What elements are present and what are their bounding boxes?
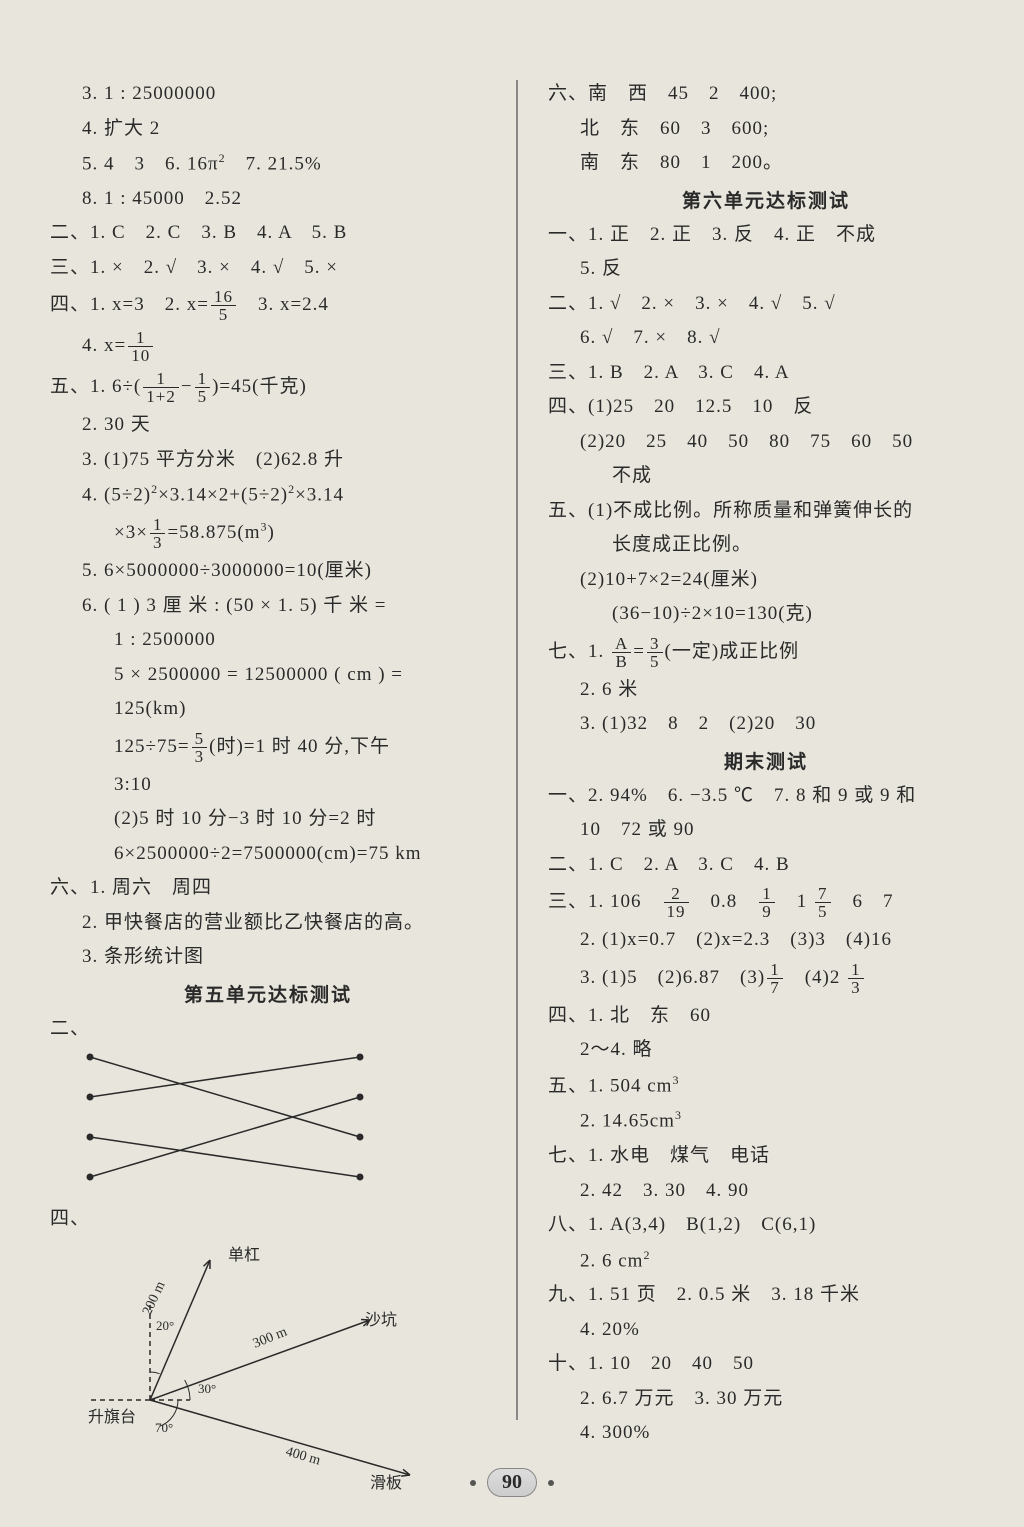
text-line: 四、1. 北 东 60: [548, 1002, 984, 1031]
text-line: 1 : 2500000: [50, 626, 486, 655]
text-line: 2. 6 米: [548, 676, 984, 705]
svg-text:30°: 30°: [198, 1381, 216, 1396]
final-heading: 期末测试: [548, 747, 984, 774]
text-line: 6. √ 7. × 8. √: [548, 324, 984, 353]
text-line: 北 东 60 3 600;: [548, 115, 984, 144]
text-line: 六、1. 周六 周四: [50, 874, 486, 903]
text-line: 五、(1)不成比例。所称质量和弹簧伸长的: [548, 497, 984, 526]
text-line: 三、1. 106 219 0.8 19 1 75 6 7: [548, 885, 984, 920]
text-line: 125(km): [50, 695, 486, 724]
text-line: 3. (1)75 平方分米 (2)62.8 升: [50, 446, 486, 475]
text-line: 2. 14.65cm3: [548, 1106, 984, 1136]
text-line: 六、南 西 45 2 400;: [548, 80, 984, 109]
svg-text:200 m: 200 m: [140, 1279, 169, 1318]
text-line: 5. 4 3 6. 16π2 7. 21.5%: [50, 149, 486, 179]
text-line: 长度成正比例。: [548, 531, 984, 560]
text-line: 七、1. 水电 煤气 电话: [548, 1142, 984, 1171]
footer-dot-icon: [470, 1480, 476, 1486]
left-text-block: 3. 1 : 25000000 4. 扩大 2 5. 4 3 6. 16π2 7. …: [50, 80, 486, 972]
right-top-block: 六、南 西 45 2 400; 北 东 60 3 600; 南 东 80 1 200…: [548, 80, 984, 178]
text-line: 6. ( 1 ) 3 厘 米 : (50 × 1. 5) 千 米 =: [50, 592, 486, 621]
text-line: 二、1. C 2. C 3. B 4. A 5. B: [50, 219, 486, 248]
text-line: 4. 300%: [548, 1419, 984, 1448]
text-line: 4. x=110: [50, 329, 486, 364]
text-line: 2. 30 天: [50, 411, 486, 440]
text-line: 2. 6.7 万元 3. 30 万元: [548, 1385, 984, 1414]
text-line: 2. (1)x=0.7 (2)x=2.3 (3)3 (4)16: [548, 926, 984, 955]
footer-dot-icon: [548, 1480, 554, 1486]
text-line: 5. 反: [548, 255, 984, 284]
text-line: 3. 条形统计图: [50, 943, 486, 972]
text-line: 4. 20%: [548, 1316, 984, 1345]
text-line: 九、1. 51 页 2. 0.5 米 3. 18 千米: [548, 1281, 984, 1310]
matching-diagram: [80, 1049, 486, 1195]
unit5-heading: 第五单元达标测试: [50, 980, 486, 1007]
text-line: 十、1. 10 20 40 50: [548, 1350, 984, 1379]
text-line: 8. 1 : 45000 2.52: [50, 185, 486, 214]
label-four: 四、: [50, 1205, 486, 1234]
page-footer: 90: [0, 1468, 1024, 1497]
text-line: 八、1. A(3,4) B(1,2) C(6,1): [548, 1211, 984, 1240]
svg-text:单杠: 单杠: [228, 1246, 260, 1264]
right-mid-block: 一、1. 正 2. 正 3. 反 4. 正 不成 5. 反二、1. √ 2. × …: [548, 221, 984, 739]
text-line: 不成: [548, 462, 984, 491]
page-number-badge: 90: [487, 1468, 537, 1497]
text-line: 五、1. 504 cm3: [548, 1071, 984, 1101]
text-line: 三、1. B 2. A 3. C 4. A: [548, 359, 984, 388]
text-line: 6×2500000÷2=7500000(cm)=75 km: [50, 840, 486, 869]
text-line: 南 东 80 1 200。: [548, 149, 984, 178]
text-line: ×3×13=58.875(m3): [50, 516, 486, 551]
label-two: 二、: [50, 1015, 486, 1044]
unit6-heading: 第六单元达标测试: [548, 186, 984, 213]
text-line: (36−10)÷2×10=130(克): [548, 600, 984, 629]
text-line: 4. (5÷2)2×3.14×2+(5÷2)2×3.14: [50, 480, 486, 510]
text-line: 10 72 或 90: [548, 816, 984, 845]
text-line: 4. 扩大 2: [50, 115, 486, 144]
text-line: 2. 42 3. 30 4. 90: [548, 1177, 984, 1206]
text-line: 2. 6 cm2: [548, 1246, 984, 1276]
text-line: 四、1. x=3 2. x=165 3. x=2.4: [50, 288, 486, 323]
text-line: 3. 1 : 25000000: [50, 80, 486, 109]
svg-text:升旗台: 升旗台: [88, 1408, 136, 1426]
text-line: 一、2. 94% 6. −3.5 ℃ 7. 8 和 9 或 9 和: [548, 782, 984, 811]
text-line: 二、1. √ 2. × 3. × 4. √ 5. √: [548, 290, 984, 319]
text-line: 七、1. AB=35(一定)成正比例: [548, 635, 984, 670]
left-column: 3. 1 : 25000000 4. 扩大 2 5. 4 3 6. 16π2 7. …: [50, 80, 486, 1420]
text-line: 3:10: [50, 771, 486, 800]
right-bottom-block: 一、2. 94% 6. −3.5 ℃ 7. 8 和 9 或 9 和 10 72 或…: [548, 782, 984, 1448]
text-line: 5 × 2500000 = 12500000 ( cm ) =: [50, 661, 486, 690]
svg-text:70°: 70°: [155, 1420, 173, 1435]
two-column-layout: 3. 1 : 25000000 4. 扩大 2 5. 4 3 6. 16π2 7. …: [50, 80, 984, 1420]
text-line: (2)5 时 10 分−3 时 10 分=2 时: [50, 805, 486, 834]
text-line: 四、(1)25 20 12.5 10 反: [548, 393, 984, 422]
svg-text:沙坑: 沙坑: [365, 1311, 397, 1329]
svg-text:20°: 20°: [156, 1318, 174, 1333]
text-line: 一、1. 正 2. 正 3. 反 4. 正 不成: [548, 221, 984, 250]
text-line: (2)10+7×2=24(厘米): [548, 566, 984, 595]
text-line: 三、1. × 2. √ 3. × 4. √ 5. ×: [50, 254, 486, 283]
text-line: 5. 6×5000000÷3000000=10(厘米): [50, 557, 486, 586]
column-divider: [516, 80, 518, 1420]
text-line: 3. (1)5 (2)6.87 (3)17 (4)2 13: [548, 961, 984, 996]
text-line: 2～4. 略: [548, 1036, 984, 1065]
text-line: 125÷75=53(时)=1 时 40 分,下午: [50, 730, 486, 765]
text-line: 2. 甲快餐店的营业额比乙快餐店的高。: [50, 909, 486, 938]
svg-text:300 m: 300 m: [251, 1324, 290, 1351]
compass-diagram: 单杠沙坑升旗台滑板200 m300 m400 m20°30°70°: [80, 1240, 486, 1506]
text-line: 二、1. C 2. A 3. C 4. B: [548, 851, 984, 880]
right-column: 六、南 西 45 2 400; 北 东 60 3 600; 南 东 80 1 200…: [548, 80, 984, 1420]
text-line: 五、1. 6÷(11+2−15)=45(千克): [50, 370, 486, 405]
text-line: 3. (1)32 8 2 (2)20 30: [548, 710, 984, 739]
text-line: (2)20 25 40 50 80 75 60 50: [548, 428, 984, 457]
